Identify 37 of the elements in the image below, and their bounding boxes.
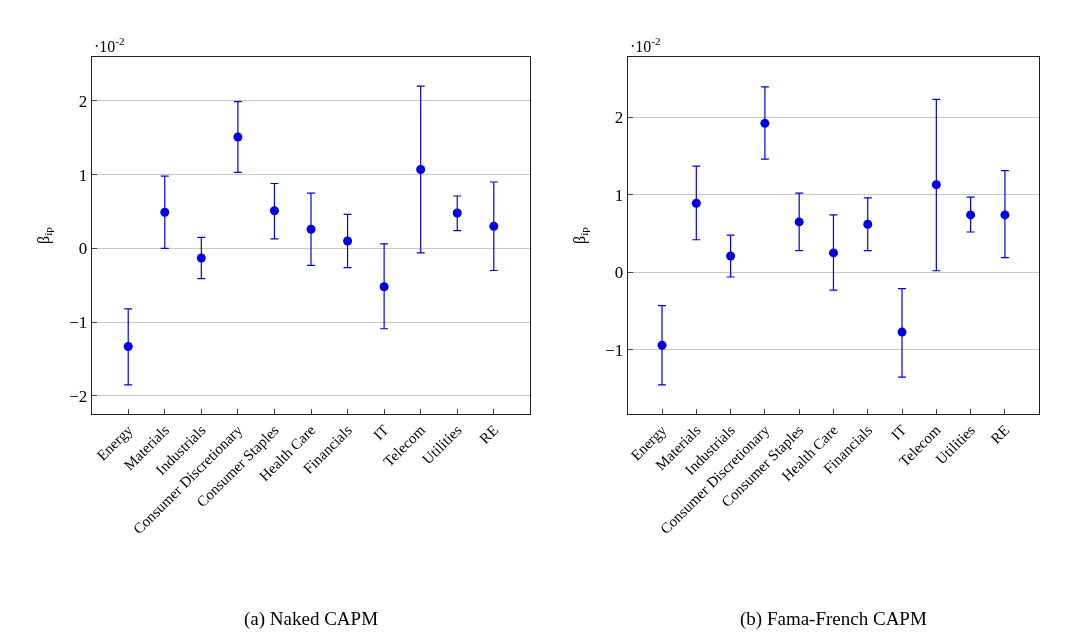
point	[343, 236, 353, 246]
point	[123, 341, 133, 351]
point	[160, 207, 170, 217]
y-tick-label: −2	[69, 386, 88, 406]
point	[489, 221, 499, 231]
point	[269, 206, 279, 216]
y-tick-label: 1	[78, 165, 88, 185]
point	[657, 340, 667, 350]
x-tick-label: RE	[476, 421, 502, 447]
text: (b) Fama-French CAPM	[740, 608, 927, 630]
y-tick-label: −1	[69, 313, 88, 333]
text: ·10$^{-2}$	[630, 35, 661, 55]
point	[1000, 210, 1010, 220]
point	[416, 164, 426, 174]
point	[897, 327, 907, 337]
y-tick-label: 2	[78, 91, 88, 111]
x-tick-label: RE	[987, 421, 1013, 447]
y-tick-label: 0	[614, 263, 624, 283]
point	[452, 208, 462, 218]
y-tick-label: 1	[614, 185, 624, 205]
point	[760, 118, 770, 128]
point	[966, 210, 976, 220]
point	[691, 198, 701, 208]
point	[863, 219, 873, 229]
point	[306, 224, 316, 234]
point	[828, 248, 838, 258]
point	[379, 282, 389, 292]
point	[196, 253, 206, 263]
point	[233, 132, 243, 142]
text: (a) Naked CAPM	[244, 608, 379, 630]
point	[794, 217, 804, 227]
point	[726, 251, 736, 261]
text: ·10$^{-2}$	[94, 35, 125, 55]
y-tick-label: −1	[605, 340, 624, 360]
y-tick-label: 2	[614, 108, 624, 128]
y-tick-label: 0	[78, 239, 88, 259]
point	[931, 180, 941, 190]
